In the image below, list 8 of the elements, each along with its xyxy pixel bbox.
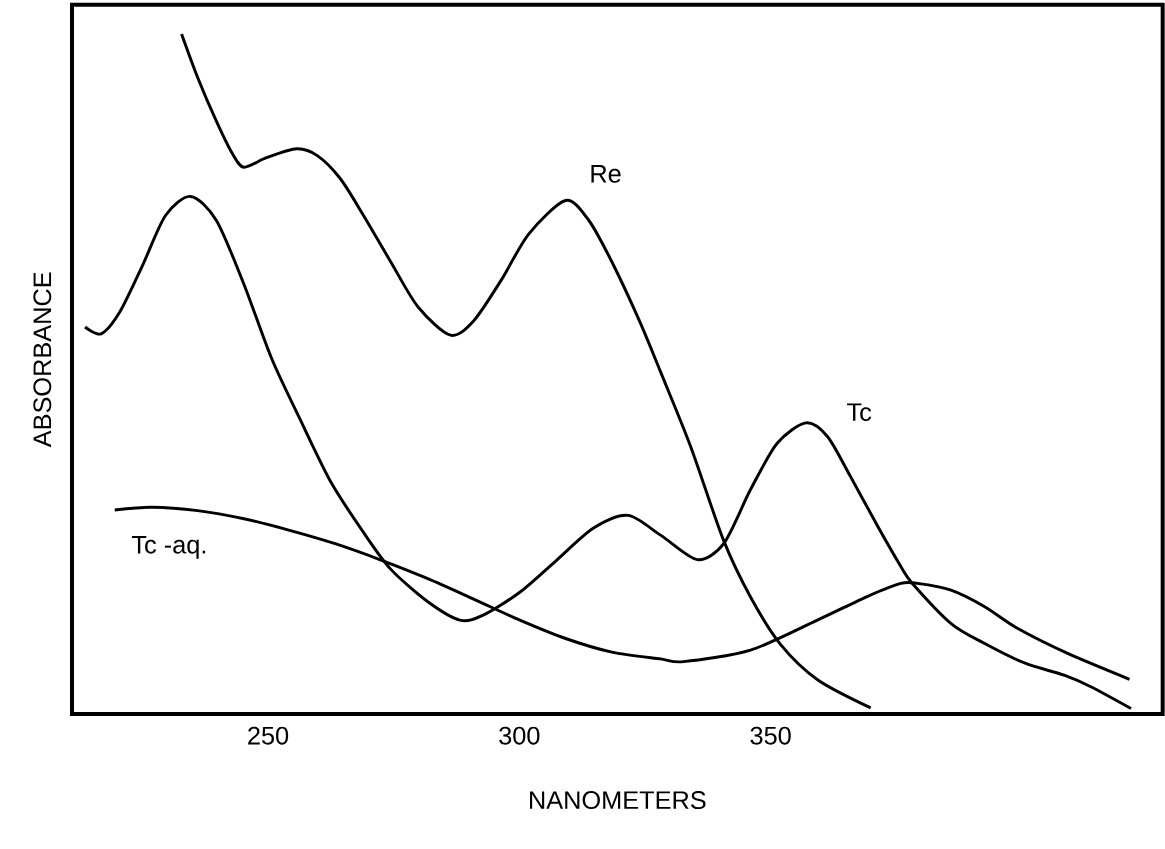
series-label: Tc -aq. — [131, 535, 206, 559]
series-label: Re — [591, 165, 621, 183]
y-axis-title: ABSORBANCE — [33, 272, 52, 448]
x-tick-label: 250 — [248, 726, 289, 745]
x-tick-label: 300 — [499, 726, 540, 745]
x-axis-title: NANOMETERS — [530, 791, 706, 810]
x-tick-label: 350 — [750, 726, 791, 745]
series-label: Tc — [847, 403, 872, 422]
